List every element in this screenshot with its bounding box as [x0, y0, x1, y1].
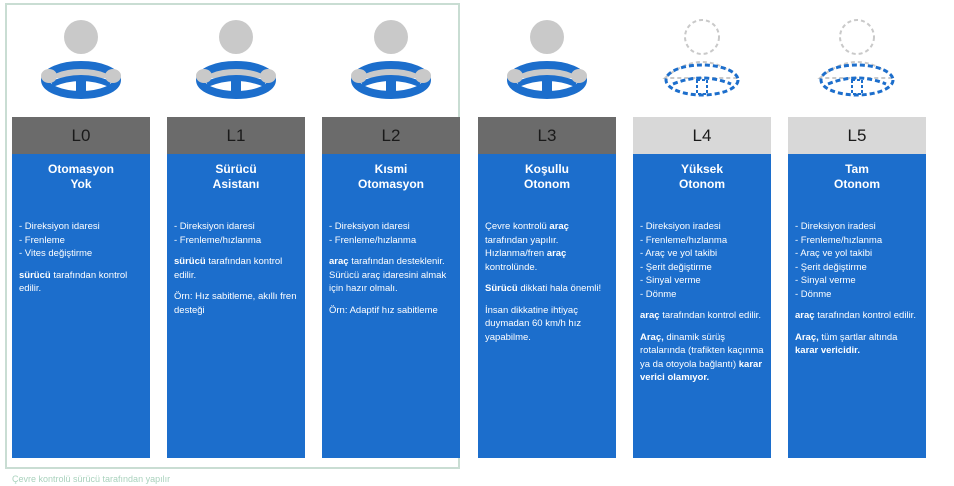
level-label: L3: [478, 117, 616, 154]
level-description: - Direksiyon idaresi - Frenleme/hızlanma…: [329, 220, 453, 317]
controller-note: sürücü tarafından kontrol edilir.: [174, 256, 283, 281]
level-title: Yüksek Otonom: [679, 162, 725, 191]
level-description: - Direksiyon idaresi - Frenleme/hızlanma…: [174, 220, 298, 317]
example-note: Örn: Hız sabitleme, akıllı fren desteği: [174, 291, 297, 316]
example-note: Örn: Adaptif hız sabitleme: [329, 304, 438, 316]
level-label: L4: [633, 117, 771, 154]
controller-note: araç tarafından kontrol edilir.: [640, 310, 761, 321]
level-title: Sürücü Asistanı: [212, 162, 260, 191]
bullet-item: - Şerit değiştirme: [795, 261, 867, 273]
level-description-panel: Otomasyon Yok - Direksiyon idaresi - Fre…: [12, 154, 150, 458]
decision-note: Araç, tüm şartlar altında karar vericidi…: [795, 331, 898, 357]
bullet-item: - Araç ve yol takibi: [640, 248, 718, 259]
level-description-panel: Koşullu Otonom Çevre kontrolü araç taraf…: [478, 154, 616, 458]
driver-steering-icon: [41, 20, 121, 99]
level-description: - Direksiyon idaresi - Frenleme - Vites …: [19, 220, 143, 296]
level-description-panel: Yüksek Otonom - Direksiyon iradesi - Fre…: [633, 154, 771, 458]
bullet-item: - Dönme: [640, 288, 677, 300]
bullet-item: - Sinyal verme: [640, 275, 701, 286]
level-column-l1: L1 Sürücü Asistanı - Direksiyon idaresi …: [167, 10, 305, 458]
level-description-panel: Kısmi Otomasyon - Direksiyon idaresi - F…: [322, 154, 460, 458]
bullet-item: - Direksiyon idaresi: [174, 221, 255, 232]
level-column-l4: L4 Yüksek Otonom - Direksiyon iradesi - …: [633, 10, 771, 458]
level-label: L0: [12, 117, 150, 154]
controller-note: sürücü tarafından kontrol edilir.: [19, 269, 128, 295]
bullet-item: - Vites değiştirme: [19, 248, 93, 259]
example-note: İnsan dikkatine ihtiyaç duymadan 60 km/h…: [485, 304, 582, 343]
level-label: L1: [167, 117, 305, 154]
level-label: L5: [788, 117, 926, 154]
bullet-item: - Frenleme/hızlanma: [329, 234, 417, 246]
level-column-l5: L5 Tam Otonom - Direksiyon iradesi - Fre…: [788, 10, 926, 458]
driver-steering-icon: [196, 20, 276, 99]
bullet-item: - Araç ve yol takibi: [795, 248, 873, 259]
bullet-item: - Sinyal verme: [795, 275, 856, 286]
level-label: L2: [322, 117, 460, 154]
footer-note: Çevre kontrolü sürücü tarafından yapılır: [12, 474, 171, 484]
bullet-item: - Frenleme/hızlanma: [795, 234, 883, 246]
level-column-l0: L0 Otomasyon Yok - Direksiyon idaresi - …: [12, 10, 150, 458]
level-title: Tam Otonom: [834, 162, 880, 191]
limitation-note: Araç, dinamik sürüş rotalarında (trafikt…: [640, 331, 764, 384]
bullet-item: - Frenleme/hızlanma: [640, 234, 728, 246]
bullet-item: - Direksiyon idaresi: [329, 221, 410, 232]
bullet-item: - Direksiyon iradesi: [795, 221, 876, 232]
bullet-item: - Şerit değiştirme: [640, 261, 712, 273]
controller-note: araç tarafından desteklenir. Sürücü araç…: [329, 256, 447, 294]
ghost-driver-steering-icon: [662, 19, 742, 97]
controller-note: araç tarafından kontrol edilir.: [795, 310, 916, 321]
level-title: Otomasyon Yok: [47, 162, 114, 191]
level-description-panel: Sürücü Asistanı - Direksiyon idaresi - F…: [167, 154, 305, 458]
bullet-item: - Dönme: [795, 288, 832, 300]
ghost-driver-steering-icon: [817, 19, 897, 97]
level-description: Çevre kontrolü araç tarafından yapılır. …: [485, 220, 609, 344]
driver-steering-icon: [351, 20, 431, 99]
controller-note: Çevre kontrolü araç tarafından yapılır. …: [485, 221, 569, 273]
bullet-item: - Frenleme: [19, 234, 65, 246]
level-description: - Direksiyon iradesi - Frenleme/hızlanma…: [795, 220, 919, 358]
level-title: Koşullu Otonom: [524, 162, 570, 191]
bullet-item: - Direksiyon iradesi: [640, 221, 721, 232]
level-description: - Direksiyon iradesi - Frenleme/hızlanma…: [640, 220, 764, 385]
bullet-item: - Frenleme/hızlanma: [174, 234, 262, 246]
driver-steering-icon: [507, 20, 587, 99]
bullet-item: - Direksiyon idaresi: [19, 221, 100, 232]
attention-note: Sürücü dikkati hala önemli!: [485, 283, 602, 294]
level-column-l3: L3 Koşullu Otonom Çevre kontrolü araç ta…: [478, 10, 616, 458]
level-column-l2: L2 Kısmi Otomasyon - Direksiyon idaresi …: [322, 10, 460, 458]
level-title: Kısmi Otomasyon: [357, 162, 424, 191]
level-description-panel: Tam Otonom - Direksiyon iradesi - Frenle…: [788, 154, 926, 458]
